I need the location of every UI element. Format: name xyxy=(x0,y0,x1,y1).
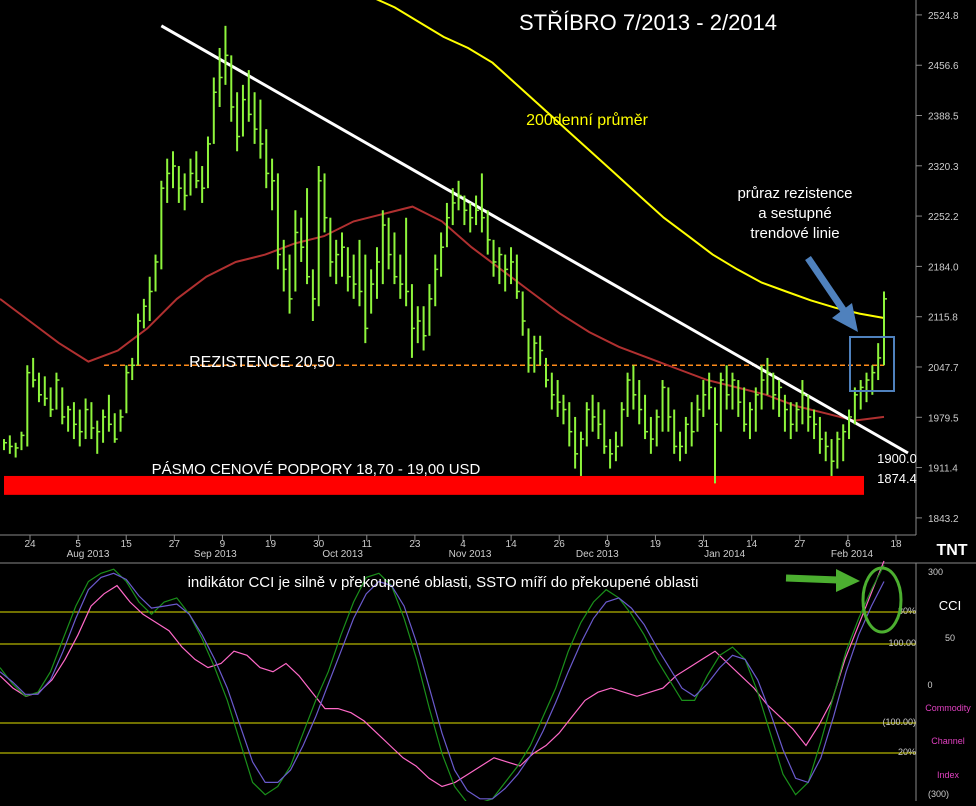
price-tick-label: 2252.2 xyxy=(928,212,959,223)
breakout-box xyxy=(849,336,895,392)
cci-tick-label: 100.00 xyxy=(888,638,916,648)
day-tick-label: 14 xyxy=(506,539,518,550)
price-tick-label: 1843.2 xyxy=(928,514,959,525)
breakout-note-line2: a sestupné xyxy=(758,205,831,222)
day-tick-label: 24 xyxy=(24,539,36,550)
price-tick-label: 1911.4 xyxy=(928,464,958,475)
day-tick-label: 5 xyxy=(75,539,81,550)
support-zone-label: PÁSMO CENOVÉ PODPORY 18,70 - 19,00 USD xyxy=(152,461,481,478)
cci-right-label: Commodity xyxy=(925,703,971,713)
cci-right-label: Channel xyxy=(931,736,965,746)
day-tick-label: 9 xyxy=(220,539,226,550)
day-tick-label: 30 xyxy=(313,539,325,550)
price-tick-label: 1979.5 xyxy=(928,413,959,424)
price-tick-label: 2320.3 xyxy=(928,162,959,173)
ma200-line xyxy=(375,0,885,319)
day-tick-label: 27 xyxy=(794,539,806,550)
time-axis xyxy=(0,535,916,561)
breakout-note-line1: průraz rezistence xyxy=(737,185,852,202)
tnt-logo: TNT xyxy=(936,542,967,559)
month-label: Sep 2013 xyxy=(194,549,237,560)
ma200-label: 200denní průměr xyxy=(526,111,649,129)
price-panel: 2524.8 2456.6 2388.5 2320.3 2252.2 2184.0 2115… xyxy=(0,0,968,561)
support-top-label: 1900.0 xyxy=(877,451,917,466)
cci-panel: 300 80% 100.00 (100.00) 20% (300) CCI 50 0 Commod… xyxy=(0,560,976,804)
price-tick-label: 2115.8 xyxy=(928,313,958,324)
month-label: Jan 2014 xyxy=(704,549,746,560)
day-tick-label: 15 xyxy=(121,539,133,550)
resistance-label: REZISTENCE 20,50 xyxy=(189,354,335,371)
cci-tick-label: 20% xyxy=(898,747,916,757)
day-tick-label: 9 xyxy=(605,539,611,550)
cci-tick-label: (100.00) xyxy=(882,717,916,727)
cci-arrow-head xyxy=(836,569,860,592)
month-label: Aug 2013 xyxy=(67,549,110,560)
support-bottom-label: 1874.4 xyxy=(877,471,917,486)
price-tick-label: 2388.5 xyxy=(928,111,959,122)
cci-right-label: 50 xyxy=(945,633,955,643)
cci-tick-label: (300) xyxy=(928,789,949,799)
day-tick-label: 27 xyxy=(169,539,181,550)
day-tick-label: 6 xyxy=(845,539,851,550)
month-label: Dec 2013 xyxy=(576,549,619,560)
price-tick-label: 2184.0 xyxy=(928,262,959,273)
chart-title: STŘÍBRO 7/2013 - 2/2014 xyxy=(519,10,777,35)
breakout-arrow-head xyxy=(832,303,858,332)
day-tick-label: 11 xyxy=(362,539,373,550)
price-tick-label: 2456.6 xyxy=(928,61,959,72)
day-tick-label: 19 xyxy=(265,539,277,550)
trendline xyxy=(160,24,909,455)
month-label: Nov 2013 xyxy=(449,549,492,560)
day-tick-label: 19 xyxy=(650,539,662,550)
day-tick-label: 14 xyxy=(746,539,758,550)
cci-series-line-1 xyxy=(0,564,885,804)
day-tick-label: 4 xyxy=(460,539,466,550)
price-tick-label: 2047.7 xyxy=(928,363,959,374)
day-tick-label: 26 xyxy=(554,539,566,550)
cci-arrow-shaft xyxy=(785,574,839,584)
day-tick-label: 18 xyxy=(890,539,902,550)
support-zone xyxy=(4,475,864,495)
cci-tick-label: 300 xyxy=(928,567,943,577)
day-tick-label: 31 xyxy=(698,539,710,550)
cci-tick-label: 80% xyxy=(898,606,916,616)
cci-annotation: indikátor CCI je silně v překoupené obla… xyxy=(188,574,699,591)
cci-series-line-2 xyxy=(0,572,885,800)
price-tick-label: 2524.8 xyxy=(928,11,959,22)
month-label: Oct 2013 xyxy=(322,549,363,560)
cci-right-label: 0 xyxy=(927,680,932,690)
day-tick-label: 23 xyxy=(409,539,421,550)
cci-right-label: Index xyxy=(937,770,960,780)
month-label: Feb 2014 xyxy=(831,549,874,560)
cci-series-line-0 xyxy=(0,560,885,788)
cci-right-label: CCI xyxy=(939,598,961,613)
breakout-note-line3: trendové linie xyxy=(750,225,839,242)
cci-highlight-ellipse xyxy=(861,566,903,634)
breakout-arrow-shaft xyxy=(805,256,849,316)
moving-average-line xyxy=(0,205,885,422)
